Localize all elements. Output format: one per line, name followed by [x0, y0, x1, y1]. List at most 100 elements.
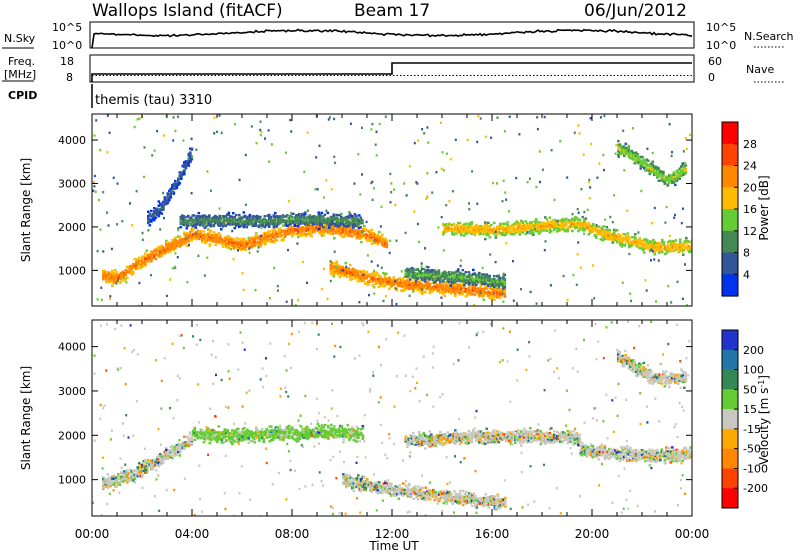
nsearch-tick-bottom-right: 10^0	[706, 39, 736, 52]
power-frame	[91, 113, 693, 307]
power-band-6	[147, 147, 194, 227]
power-colorbar-swatch-6	[722, 252, 738, 275]
nave-tick-bottom: 0	[708, 71, 715, 84]
date-label: 06/Jun/2012	[584, 1, 687, 21]
velocity-colorbar-title-main: Velocity [m s	[757, 388, 771, 465]
nsearch-tick-top-right: 10^5	[706, 21, 736, 34]
velocity-colorbar-label-7: -200	[743, 482, 768, 495]
freq-label-line1: Freq.	[8, 55, 35, 68]
velocity-band-1	[192, 422, 365, 446]
velocity-colorbar-label-4: -15	[743, 423, 761, 436]
power-ytick-label-1: 2000	[58, 221, 86, 234]
velocity-band-2	[404, 427, 582, 450]
x-tick-label-2: 08:00	[275, 527, 310, 541]
power-colorbar-label-1: 24	[743, 160, 757, 173]
power-colorbar-label-0: 28	[743, 138, 757, 151]
power-colorbar: 28 24 20 16 12 8 4	[721, 121, 757, 297]
nave-label: Nave	[746, 63, 774, 76]
x-tick-label-3: 12:00	[375, 527, 410, 541]
power-colorbar-swatch-2	[722, 165, 738, 188]
velocity-colorbar-label-6: -100	[743, 462, 768, 475]
x-tick-label-0: 00:00	[75, 527, 110, 541]
velocity-colorbar-label-2: 50	[743, 383, 757, 396]
nsky-tick-bottom-left: 10^0	[52, 39, 82, 52]
velocity-ytick-label-1: 2000	[58, 429, 86, 442]
x-tick-label-1: 04:00	[175, 527, 210, 541]
velocity-ytick-label-0: 1000	[58, 474, 86, 487]
power-y-axis-title: Slant Range [km]	[19, 158, 33, 262]
power-cells	[92, 114, 692, 306]
power-band-0	[102, 219, 389, 288]
station-title: Wallops Island (fitACF)	[92, 1, 283, 21]
power-panel: 1000 2000 3000 4000 Slant Range [km]	[19, 113, 693, 307]
velocity-colorbar-title: Velocity [m s-1]	[757, 375, 771, 465]
velocity-ytick-label-2: 3000	[58, 385, 86, 398]
power-ytick-label-3: 4000	[58, 134, 86, 147]
velocity-colorbar-title-close: ]	[757, 375, 771, 380]
velocity-y-axis-title: Slant Range [km]	[19, 366, 33, 470]
velocity-band-3	[579, 441, 692, 467]
power-scatter	[92, 114, 692, 306]
nsky-label: N.Sky	[4, 32, 36, 45]
x-axis-title: Time UT	[368, 539, 419, 553]
nsky-panel-frame	[89, 21, 695, 49]
power-band-1	[179, 211, 364, 231]
power-band-5	[617, 139, 688, 187]
nsky-series-line	[91, 28, 693, 49]
power-colorbar-label-6: 4	[743, 268, 750, 281]
velocity-panel: 1000 2000 3000 4000 Slant Range [km]	[19, 319, 693, 517]
velocity-colorbar-label-5: -50	[743, 443, 761, 456]
velocity-colorbar-swatch-1	[722, 349, 738, 371]
power-colorbar-swatch-0	[722, 122, 738, 145]
velocity-colorbar-swatch-3	[722, 389, 738, 410]
velocity-colorbar-label-1: 100	[743, 364, 764, 377]
velocity-scatter	[92, 320, 692, 516]
freq-tick-bottom: 8	[66, 71, 73, 84]
velocity-colorbar-frame	[721, 329, 739, 509]
velocity-ytick-label-3: 4000	[58, 341, 86, 354]
x-tick-label-4: 16:00	[475, 527, 510, 541]
velocity-colorbar-swatch-8	[722, 488, 738, 509]
freq-tick-top: 18	[60, 55, 74, 68]
power-colorbar-swatch-1	[722, 143, 738, 167]
velocity-colorbar-swatch-5	[722, 428, 738, 450]
power-band-2	[329, 260, 507, 301]
x-tick-label-5: 20:00	[575, 527, 610, 541]
velocity-colorbar-swatch-7	[722, 468, 738, 489]
power-colorbar-label-3: 16	[743, 203, 757, 216]
velocity-colorbar-label-0: 200	[743, 344, 764, 357]
power-colorbar-title: Power [dB]	[757, 175, 771, 240]
beam-label: Beam 17	[354, 1, 430, 21]
power-colorbar-label-4: 12	[743, 225, 757, 238]
velocity-cells	[92, 320, 692, 516]
power-colorbar-swatch-7	[722, 274, 738, 297]
freq-label-line2: [MHz]	[4, 68, 36, 81]
power-colorbar-swatch-4	[722, 209, 738, 232]
velocity-colorbar-title-sup: -1	[757, 380, 766, 388]
power-colorbar-swatch-3	[722, 187, 738, 210]
cpid-label: CPID	[8, 89, 37, 102]
velocity-colorbar-swatch-0	[722, 330, 738, 351]
power-colorbar-label-5: 8	[743, 247, 750, 260]
power-band-4	[442, 215, 692, 256]
power-ytick-label-2: 3000	[58, 178, 86, 191]
nave-tick-top: 60	[708, 55, 722, 68]
velocity-band-4	[342, 473, 507, 511]
x-tick-label-6: 00:00	[675, 527, 710, 541]
cpid-value: themis (tau) 3310	[95, 93, 212, 108]
time-axis: 00:00 04:00 08:00 12:00 16:00 20:00 00:00	[75, 527, 710, 541]
velocity-colorbar: 200 100 50 15 -15 -50 -100 -200	[721, 329, 768, 509]
velocity-colorbar-swatch-2	[722, 369, 738, 390]
nsky-tick-top-left: 10^5	[52, 21, 82, 34]
power-colorbar-label-2: 20	[743, 181, 757, 194]
freq-series-line	[91, 62, 692, 82]
nsearch-label: N.Search	[744, 30, 794, 43]
freq-panel-frame	[89, 54, 695, 83]
power-colorbar-swatch-5	[722, 230, 738, 254]
power-ytick-label-0: 1000	[58, 264, 86, 277]
velocity-colorbar-swatch-4	[722, 409, 738, 430]
velocity-colorbar-label-3: 15	[743, 403, 757, 416]
velocity-band-5	[617, 350, 688, 389]
velocity-band-0	[102, 431, 194, 490]
